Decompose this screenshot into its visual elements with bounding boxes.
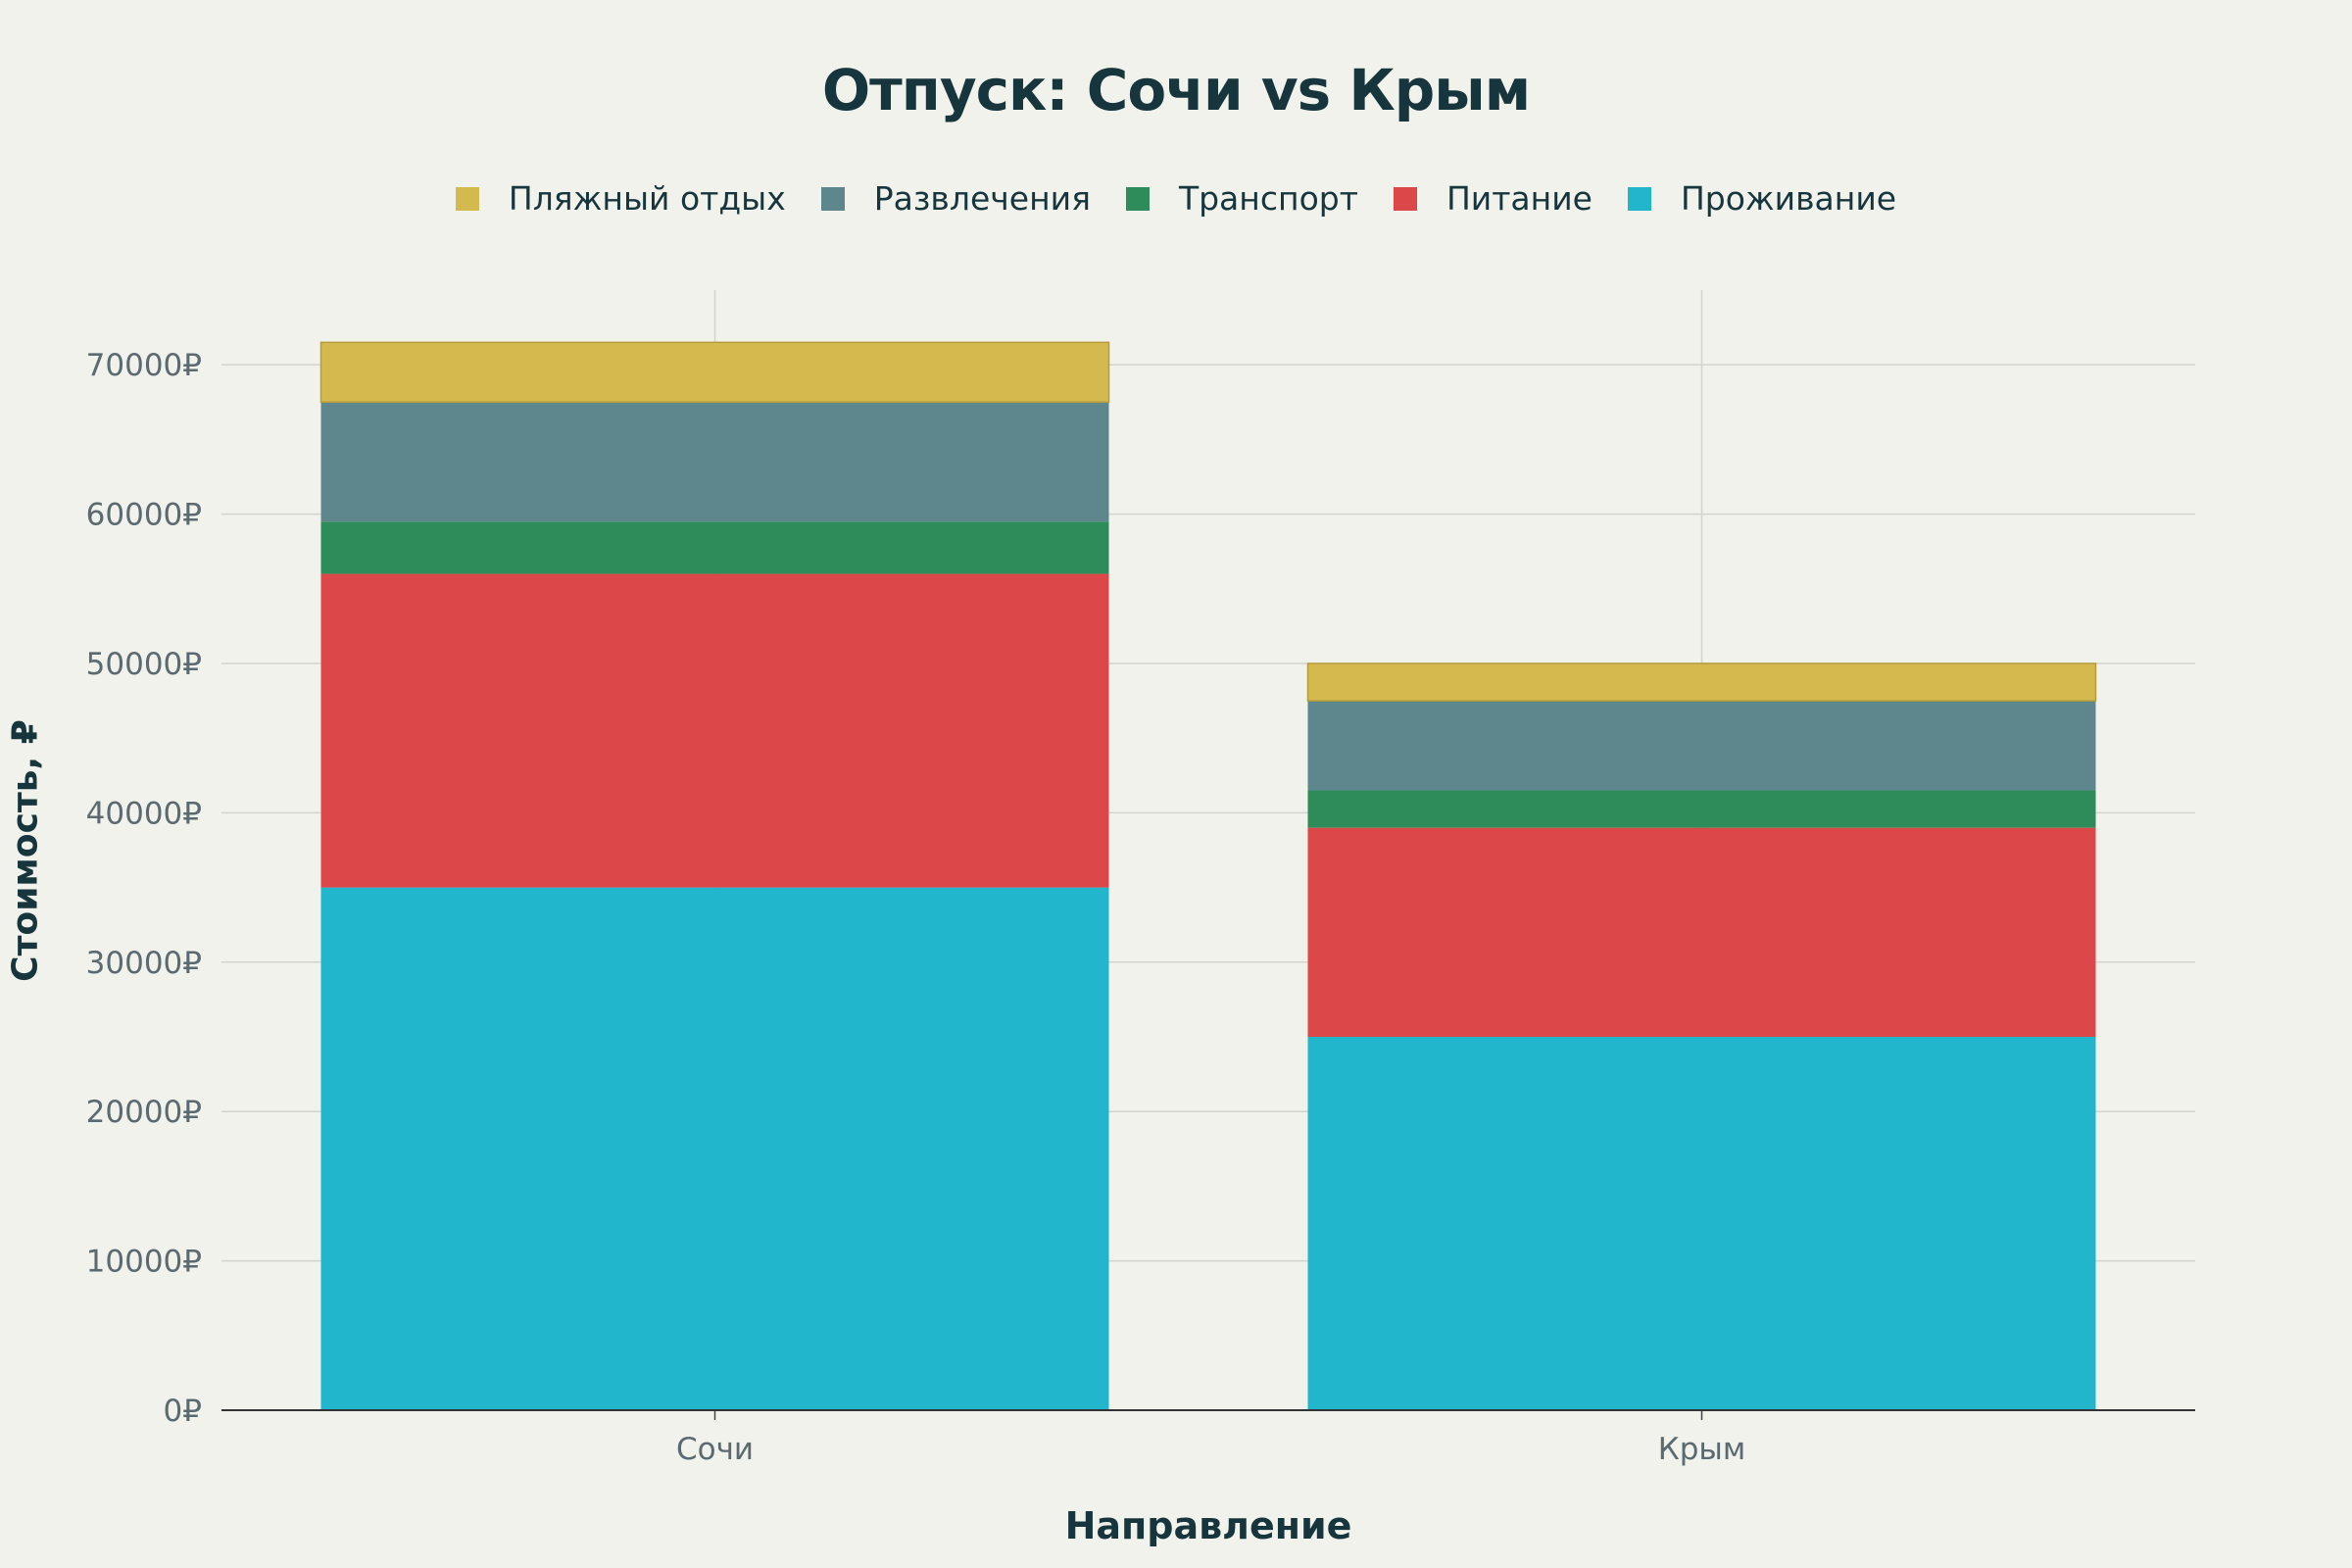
legend-swatch: [1393, 186, 1417, 211]
x-tick-label: Сочи: [676, 1432, 754, 1467]
y-tick-label: 50000₽: [86, 647, 202, 682]
legend-swatch: [1125, 186, 1150, 211]
legend-item[interactable]: Транспорт: [1125, 179, 1358, 218]
y-tick-label: 40000₽: [86, 796, 202, 831]
bar-segment: [320, 521, 1109, 574]
legend-item[interactable]: Развлечения: [820, 179, 1091, 218]
legend-label: Питание: [1446, 179, 1592, 218]
chart-legend: Пляжный отдых Развлечения Транспорт Питание…: [0, 179, 2352, 218]
bar-segment: [319, 341, 1110, 404]
legend-label: Проживание: [1680, 179, 1897, 218]
legend-label: Развлечения: [873, 179, 1091, 218]
x-tick-label: Крым: [1658, 1432, 1746, 1467]
bar-segment: [1307, 1037, 2096, 1410]
bar-segment: [320, 887, 1109, 1410]
bar-segment: [1307, 827, 2096, 1037]
legend-label: Транспорт: [1178, 179, 1358, 218]
legend-item[interactable]: Пляжный отдых: [455, 179, 786, 218]
chart-title: Отпуск: Сочи vs Крым: [821, 57, 1531, 123]
legend-swatch: [455, 186, 479, 211]
legend-swatch: [1627, 186, 1651, 211]
legend-label: Пляжный отдых: [508, 179, 786, 218]
y-tick-label: 20000₽: [86, 1095, 202, 1130]
bar-segment: [1307, 701, 2096, 791]
legend-item[interactable]: Проживание: [1627, 179, 1897, 218]
bar-segment: [1306, 662, 2097, 702]
y-tick-label: 70000₽: [86, 348, 202, 383]
y-tick-label: 60000₽: [86, 498, 202, 533]
legend-item[interactable]: Питание: [1393, 179, 1592, 218]
y-tick-label: 10000₽: [86, 1245, 202, 1280]
legend-swatch: [820, 186, 845, 211]
y-tick-label: 0₽: [164, 1394, 202, 1429]
bar-segment: [1307, 790, 2096, 828]
bar-segment: [320, 573, 1109, 888]
x-axis-label: Направление: [1064, 1504, 1352, 1547]
y-tick-label: 30000₽: [86, 946, 202, 981]
bar-segment: [320, 402, 1109, 522]
